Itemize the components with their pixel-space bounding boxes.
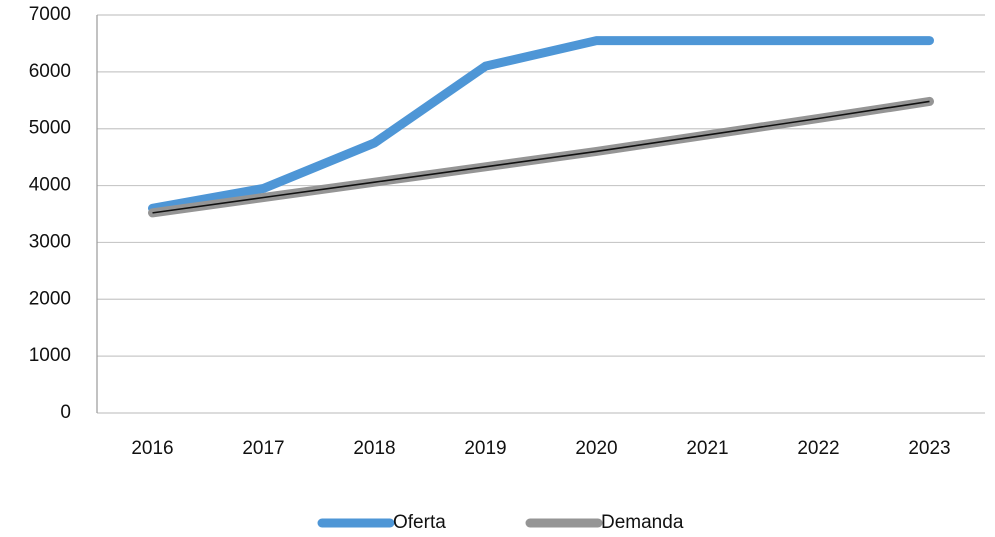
series-line-core [152, 100, 930, 214]
x-tick-label: 2016 [131, 438, 173, 459]
x-tick-label: 2017 [242, 438, 284, 459]
y-tick-label: 7000 [29, 4, 71, 25]
x-tick-label: 2019 [464, 438, 506, 459]
y-tick-label: 4000 [29, 175, 71, 196]
y-tick-label: 5000 [29, 118, 71, 139]
y-tick-label: 0 [60, 402, 71, 423]
y-tick-label: 3000 [29, 231, 71, 252]
y-tick-label: 6000 [29, 61, 71, 82]
x-tick-label: 2023 [908, 438, 950, 459]
x-tick-label: 2021 [686, 438, 728, 459]
legend-label: Oferta [393, 512, 446, 533]
y-tick-label: 1000 [29, 345, 71, 366]
x-tick-label: 2018 [353, 438, 395, 459]
legend-label: Demanda [601, 512, 684, 533]
series-line [148, 36, 934, 213]
y-tick-label: 2000 [29, 288, 71, 309]
x-tick-label: 2022 [797, 438, 839, 459]
x-tick-label: 2020 [575, 438, 617, 459]
